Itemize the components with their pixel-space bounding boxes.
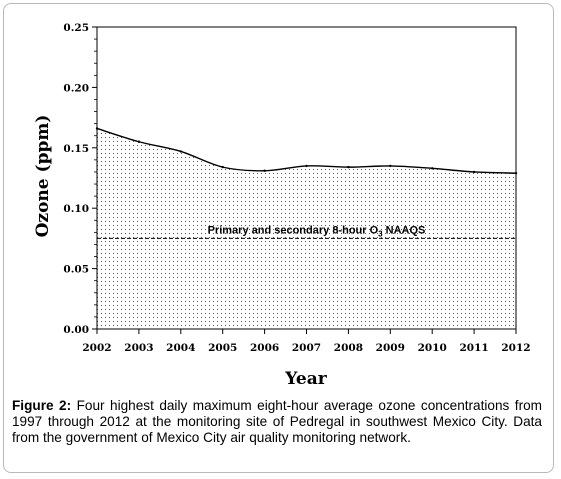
x-tick-label: 2002 bbox=[82, 342, 111, 354]
data-point-2006 bbox=[263, 169, 266, 172]
y-axis-title: Ozone (ppm) bbox=[33, 115, 53, 238]
x-tick-label: 2010 bbox=[418, 342, 447, 354]
caption-text: Four highest daily maximum eight-hour av… bbox=[12, 398, 542, 445]
x-tick-label: 2004 bbox=[166, 342, 195, 354]
data-point-2007 bbox=[305, 164, 308, 168]
data-point-2010 bbox=[431, 167, 434, 170]
y-tick-label: 0.20 bbox=[63, 82, 89, 94]
x-axis-title: Year bbox=[284, 369, 327, 389]
y-tick-label: 0.25 bbox=[63, 22, 89, 34]
y-tick-label: 0.15 bbox=[63, 143, 89, 155]
data-point-2009 bbox=[389, 164, 392, 168]
data-point-2005 bbox=[221, 165, 224, 169]
ozone-area-fill bbox=[97, 128, 516, 329]
ozone-area-chart: Primary and secondary 8-hour O3 NAAQS 0.0… bbox=[33, 22, 531, 389]
data-point-2008 bbox=[347, 165, 350, 169]
x-tick-label: 2005 bbox=[208, 342, 237, 354]
y-tick-label: 0.10 bbox=[63, 203, 89, 215]
x-tick-label: 2007 bbox=[292, 342, 321, 354]
y-tick-label: 0.00 bbox=[63, 324, 89, 336]
x-tick-label: 2011 bbox=[459, 342, 488, 354]
x-tick-label: 2003 bbox=[124, 342, 153, 354]
x-tick-label: 2008 bbox=[334, 342, 363, 354]
figure-caption: Figure 2: Four highest daily maximum eig… bbox=[12, 398, 542, 446]
y-tick-label: 0.05 bbox=[63, 264, 89, 276]
x-tick-label: 2012 bbox=[501, 342, 530, 354]
naaqs-label: Primary and secondary 8-hour O3 NAAQS bbox=[208, 224, 426, 238]
data-point-2004 bbox=[179, 150, 182, 153]
caption-label: Figure 2: bbox=[12, 398, 72, 413]
x-tick-label: 2006 bbox=[250, 342, 279, 354]
data-point-2003 bbox=[137, 140, 141, 143]
x-tick-label: 2009 bbox=[376, 342, 405, 354]
data-point-2011 bbox=[472, 170, 476, 174]
